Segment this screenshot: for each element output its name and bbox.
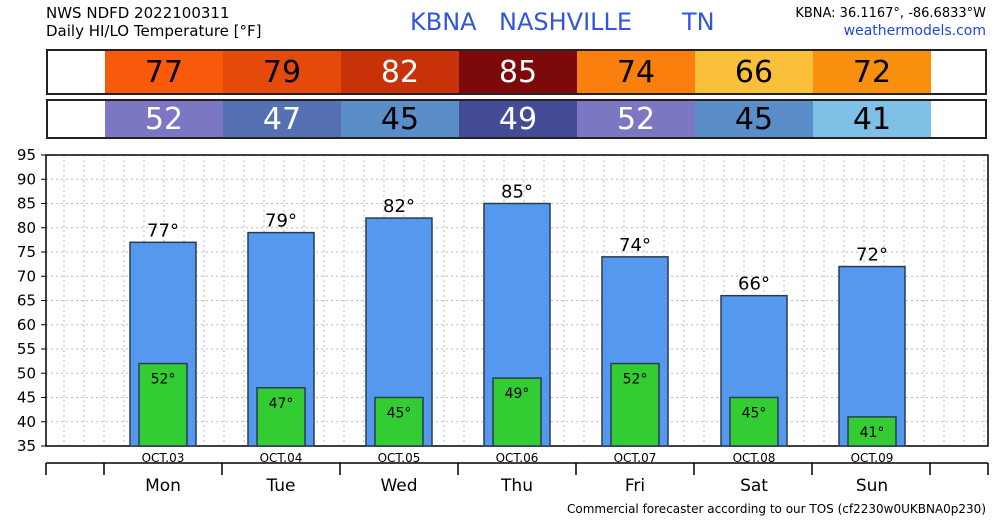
low-temp-cell: 52 — [105, 101, 223, 137]
low-temp-bar — [492, 377, 542, 447]
high-temp-cell: 82 — [341, 51, 459, 93]
y-tick-label: 55 — [17, 340, 36, 358]
low-temp-cell: 41 — [813, 101, 931, 137]
high-temp-cell: 77 — [105, 51, 223, 93]
y-tick-label: 90 — [17, 170, 36, 188]
high-temp-cell: 72 — [813, 51, 931, 93]
y-tick-label: 50 — [17, 364, 36, 382]
weekday-label: Thu — [500, 476, 533, 496]
low-temp-bar — [610, 362, 660, 447]
y-tick-label: 85 — [17, 195, 36, 213]
y-tick-label: 75 — [17, 243, 36, 261]
y-tick-label: 45 — [17, 389, 36, 407]
weekday-label: Tue — [265, 476, 295, 496]
product-label: Daily HI/LO Temperature [°F] — [46, 22, 262, 40]
station-coordinates: KBNA: 36.1167°, -86.6833°W — [795, 6, 986, 21]
low-temp-label: 41° — [860, 425, 885, 441]
low-temp-bar — [256, 387, 306, 447]
site-link[interactable]: weathermodels.com — [843, 23, 986, 39]
low-temp-bar — [729, 396, 779, 447]
low-temp-bar — [138, 362, 188, 447]
low-temp-bar — [374, 396, 424, 447]
low-temp-cell: 47 — [223, 101, 341, 137]
high-temp-label: 74° — [619, 235, 651, 256]
y-tick-label: 65 — [17, 292, 36, 310]
high-temp-label: 77° — [147, 220, 179, 241]
station-id: KBNA — [410, 8, 477, 36]
high-temp-label: 79° — [265, 211, 297, 232]
high-temp-label: 72° — [856, 245, 888, 266]
weekday-label: Sun — [856, 476, 888, 496]
high-temp-cell: 85 — [459, 51, 577, 93]
y-tick-label: 70 — [17, 267, 36, 285]
date-label: OCT.08 — [733, 451, 776, 465]
low-temp-bar — [847, 416, 897, 447]
high-temp-cell: 79 — [223, 51, 341, 93]
station-city: NASHVILLE — [499, 8, 633, 36]
station-state: TN — [682, 8, 715, 36]
weekday-label: Wed — [380, 476, 417, 496]
weekday-label: Mon — [145, 476, 181, 496]
y-tick-label: 40 — [17, 413, 36, 431]
date-label: OCT.06 — [496, 451, 539, 465]
weekday-label: Fri — [625, 476, 645, 496]
low-temp-label: 45° — [742, 406, 767, 422]
high-temperature-band: 77 79 82 85 74 66 72 — [46, 49, 987, 95]
high-temp-cell: 74 — [577, 51, 695, 93]
high-temp-label: 85° — [501, 182, 533, 203]
weekday-label: Sat — [740, 476, 768, 496]
model-run-label: NWS NDFD 2022100311 — [46, 4, 230, 22]
y-tick-label: 80 — [17, 219, 36, 237]
date-label: OCT.03 — [142, 451, 185, 465]
low-temp-label: 49° — [505, 386, 530, 402]
date-label: OCT.07 — [614, 451, 657, 465]
low-temp-label: 52° — [151, 372, 176, 388]
low-temp-cell: 49 — [459, 101, 577, 137]
high-temp-label: 82° — [383, 196, 415, 217]
low-temp-label: 47° — [269, 396, 294, 412]
low-temp-cell: 45 — [341, 101, 459, 137]
low-temp-label: 52° — [623, 372, 648, 388]
date-label: OCT.09 — [851, 451, 894, 465]
y-tick-label: 95 — [17, 146, 36, 164]
high-temp-bar — [838, 265, 906, 447]
y-tick-label: 35 — [17, 437, 36, 455]
date-label: OCT.04 — [260, 451, 303, 465]
low-temp-cell: 52 — [577, 101, 695, 137]
high-temp-label: 66° — [738, 274, 770, 295]
low-temp-cell: 45 — [695, 101, 813, 137]
high-temp-cell: 66 — [695, 51, 813, 93]
date-label: OCT.05 — [378, 451, 421, 465]
y-tick-label: 60 — [17, 316, 36, 334]
low-temperature-band: 52 47 45 49 52 45 41 — [46, 99, 987, 139]
low-temp-label: 45° — [387, 406, 412, 422]
tos-footnote: Commercial forecaster according to our T… — [566, 502, 986, 516]
